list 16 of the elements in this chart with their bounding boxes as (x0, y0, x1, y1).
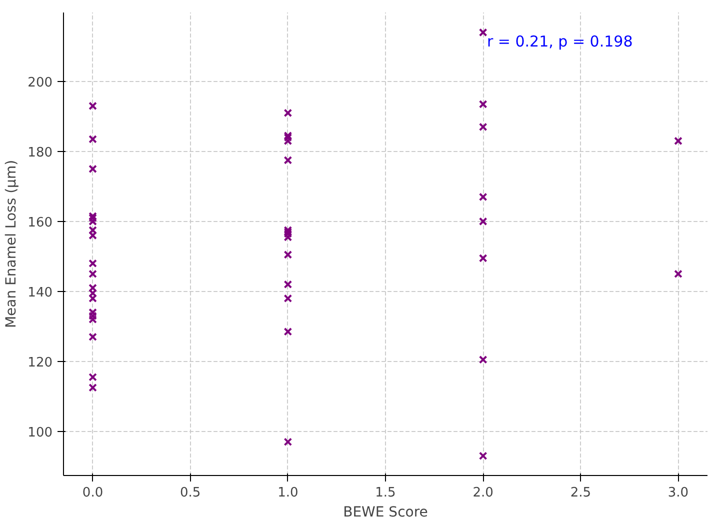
x-tick-label: 0.0 (82, 486, 104, 500)
y-tick-label: 120 (28, 355, 53, 370)
x-tick-label: 1.0 (278, 486, 298, 500)
y-tick-label: 140 (28, 285, 53, 300)
y-tick-label: 180 (28, 145, 53, 160)
x-axis-title: BEWE Score (343, 504, 428, 520)
x-tick-label: 3.0 (668, 486, 689, 500)
x-tick-label: 1.5 (375, 486, 396, 500)
x-tick-label: 2.5 (570, 486, 591, 500)
y-axis-title: Mean Enamel Loss (µm) (4, 160, 20, 328)
x-tick-label: 0.5 (180, 486, 201, 500)
y-tick-label: 200 (28, 75, 53, 90)
x-tick-label: 2.0 (472, 486, 494, 500)
annotation: r = 0.21, p = 0.198 (486, 32, 633, 50)
y-tick-label: 100 (28, 425, 53, 440)
y-tick-label: 160 (28, 215, 53, 230)
